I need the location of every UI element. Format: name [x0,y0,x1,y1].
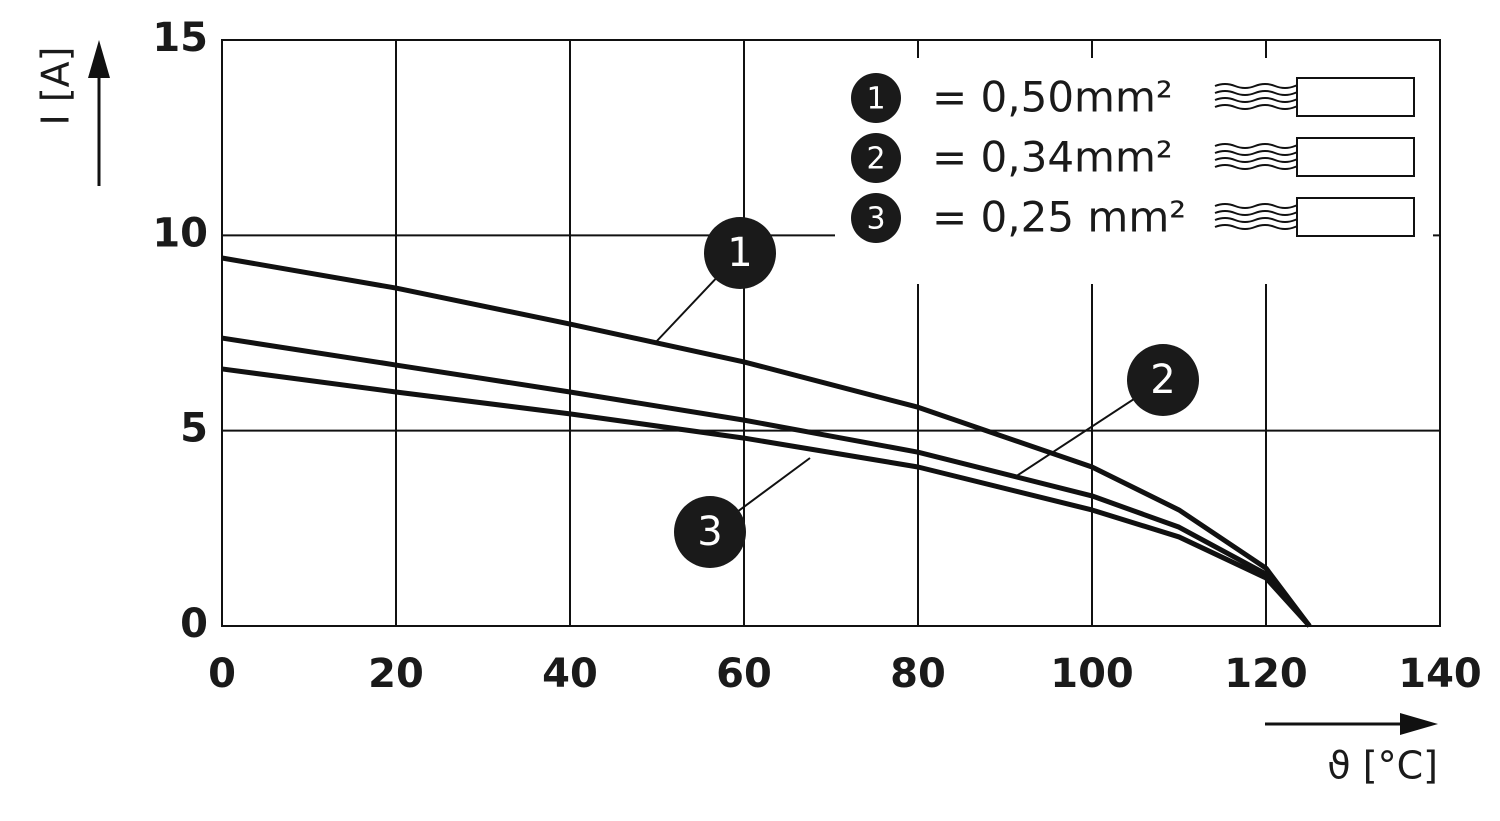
legend-label: = 0,34mm² [932,133,1173,182]
legend-number: 3 [866,202,885,237]
x-tick-label: 80 [890,651,946,697]
callout-marker [674,496,746,568]
series-line [221,335,1312,628]
wire-ferrule [1296,77,1415,117]
legend-marker [851,133,901,183]
callout-number: 1 [727,230,752,276]
x-tick-label: 140 [1398,651,1482,697]
x-tick-label: 20 [368,651,424,697]
series-line [221,255,1312,628]
callout-marker [1127,344,1199,416]
legend-marker [851,73,901,123]
x-tick-label: 100 [1050,651,1134,697]
wire-icon [1214,77,1415,117]
series-line [221,366,1312,628]
y-tick-label: 0 [180,601,208,647]
callout-number: 2 [1150,357,1175,403]
x-axis-label: ϑ [°C] [1327,744,1438,788]
y-axis-label: I [A] [34,47,78,126]
y-tick-label: 15 [152,15,208,61]
x-tick-label: 60 [716,651,772,697]
y-tick-label: 5 [180,406,208,452]
plot-frame [221,39,1441,627]
wire-ferrule [1296,137,1415,177]
legend-marker [851,193,901,243]
x-tick-label: 40 [542,651,598,697]
legend-number: 1 [866,82,885,117]
y-tick-label: 10 [152,210,208,256]
x-arrow [1265,713,1438,735]
legend-label: = 0,25 mm² [932,193,1186,242]
callout-marker [704,217,776,289]
legend-label: = 0,50mm² [932,73,1173,122]
wire-ferrule [1296,197,1415,237]
legend: 1 = 0,50mm² 2 = 0,34mm² 3 = 0,25 mm² [835,58,1433,284]
wire-icon [1214,137,1415,177]
x-tick-label: 120 [1224,651,1308,697]
legend-number: 2 [866,142,885,177]
callout-number: 3 [697,509,722,555]
x-tick-label: 0 [208,651,236,697]
wire-icon [1214,197,1415,237]
y-arrow [88,40,110,186]
